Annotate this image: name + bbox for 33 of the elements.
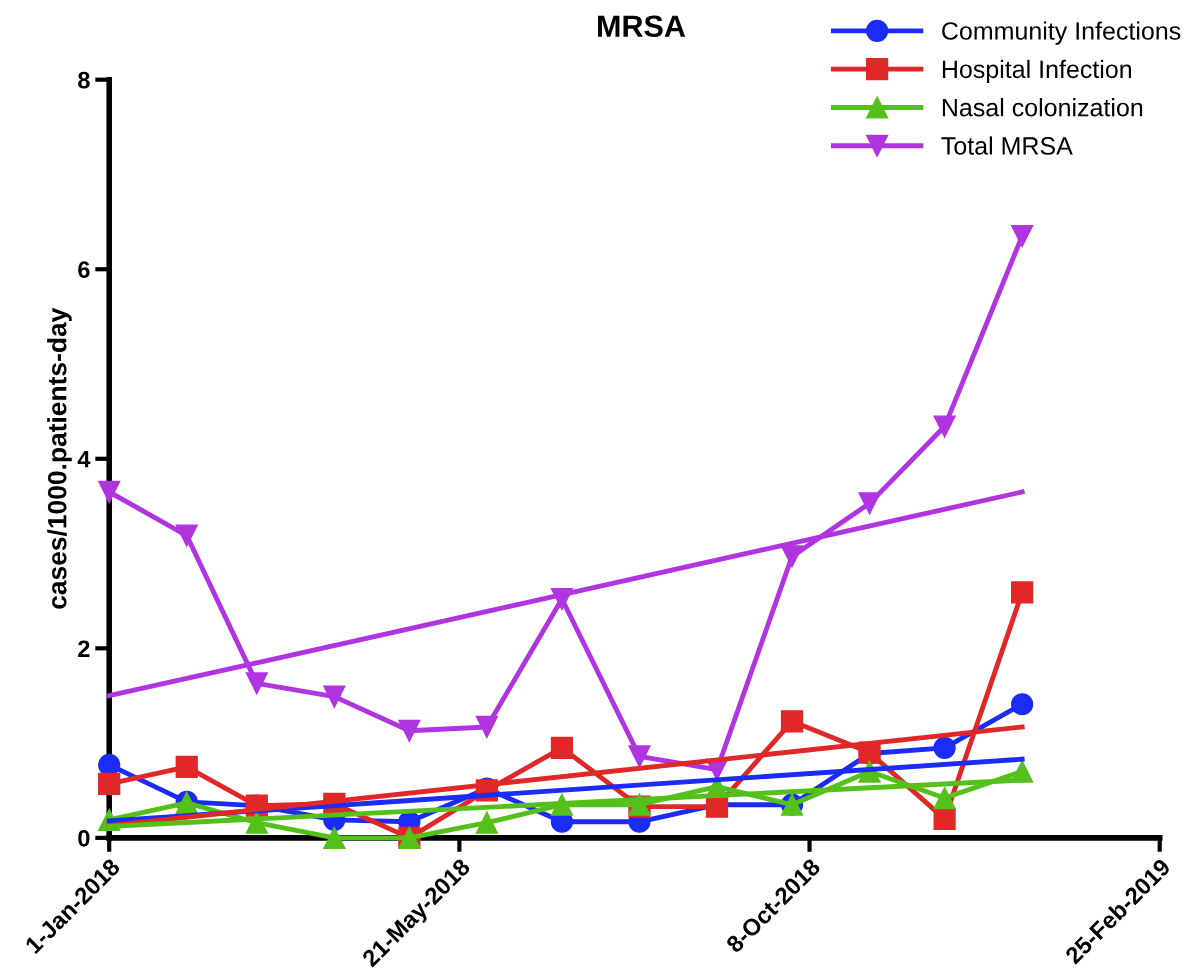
point [933,786,956,810]
point [933,807,956,831]
legend-label: Total MRSA [941,136,1073,155]
y-tick-label: 8 [78,71,90,89]
point [175,524,198,547]
point [933,736,956,759]
y-tick-label: 4 [77,451,91,468]
point [1011,224,1034,248]
point [1011,581,1034,604]
point [175,755,198,778]
y-axis-title: cases/1000.patients-day [47,307,72,609]
point [475,715,498,739]
point [98,480,121,504]
legend-label: Nasal colonization [942,98,1143,117]
point [858,492,881,515]
point [550,736,574,759]
point [1011,693,1034,716]
point [475,811,498,834]
point [323,685,346,708]
y-tick-label: 6 [78,261,90,279]
point [98,772,121,795]
y-tick-label: 2 [78,640,90,657]
point [398,719,421,742]
legend-label: Community Infections [942,21,1181,45]
point [933,415,956,438]
y-tick-label: 0 [78,829,90,847]
point [245,672,268,695]
point [628,745,651,768]
legend-label: Hospital Infection [942,59,1132,84]
point [780,545,804,568]
point [780,710,804,733]
point [323,826,346,849]
chart-title: MRSA [598,15,686,38]
